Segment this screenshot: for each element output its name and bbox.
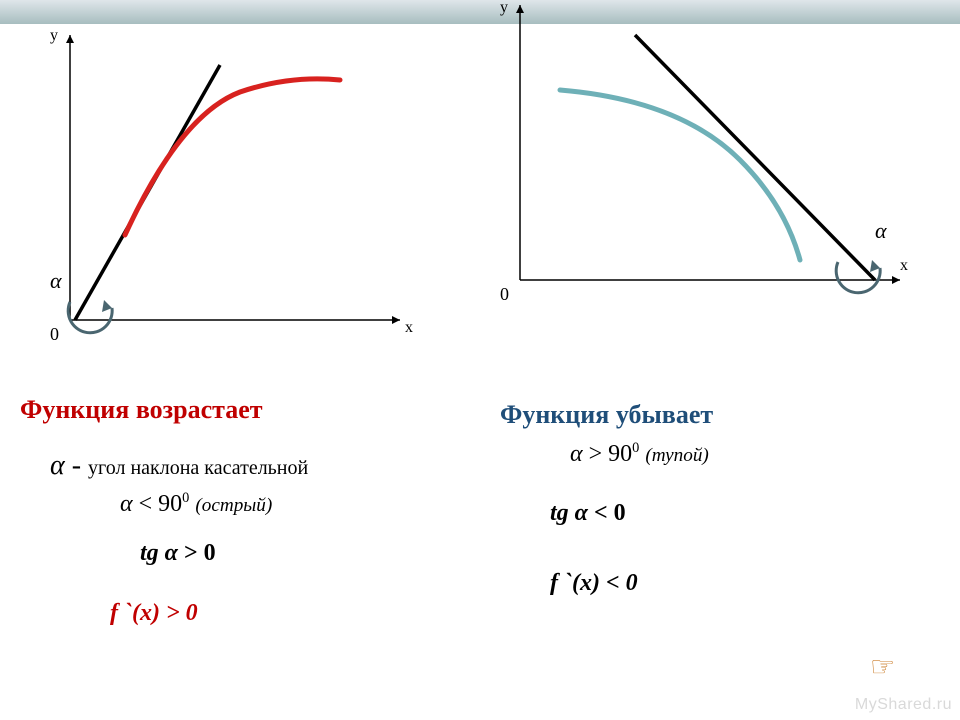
right-y-label: y bbox=[500, 0, 508, 16]
left-alpha-label: α bbox=[50, 268, 62, 293]
text-line: f `(x) > 0 bbox=[110, 600, 198, 627]
pointer-hand-icon: ☞ bbox=[870, 650, 895, 684]
left-angle-arc bbox=[68, 300, 112, 333]
right-alpha-label: α bbox=[875, 218, 887, 243]
text-line: tg α > 0 bbox=[140, 540, 216, 567]
right-x-label: x bbox=[900, 257, 908, 274]
left-x-label: x bbox=[405, 319, 413, 336]
left-origin-label: 0 bbox=[50, 324, 59, 344]
left-curve bbox=[125, 79, 340, 235]
right-plot: x y 0 α bbox=[480, 0, 910, 320]
text-line: α - угол наклона касательной bbox=[50, 450, 308, 482]
right-tangent bbox=[635, 35, 875, 280]
text-line: α > 900 (тупой) bbox=[570, 440, 709, 468]
left-plot: x y 0 α bbox=[20, 20, 440, 360]
watermark: MyShared.ru bbox=[855, 696, 952, 714]
right-heading: Функция убывает bbox=[500, 400, 713, 430]
text-line: f `(x) < 0 bbox=[550, 570, 638, 597]
left-heading: Функция возрастает bbox=[20, 395, 263, 425]
right-axes bbox=[516, 5, 900, 284]
right-origin-label: 0 bbox=[500, 284, 509, 304]
left-y-label: y bbox=[50, 27, 58, 44]
left-axes bbox=[66, 35, 400, 324]
right-curve bbox=[560, 90, 800, 260]
text-line: α < 900 (острый) bbox=[120, 490, 272, 518]
text-line: tg α < 0 bbox=[550, 500, 626, 527]
